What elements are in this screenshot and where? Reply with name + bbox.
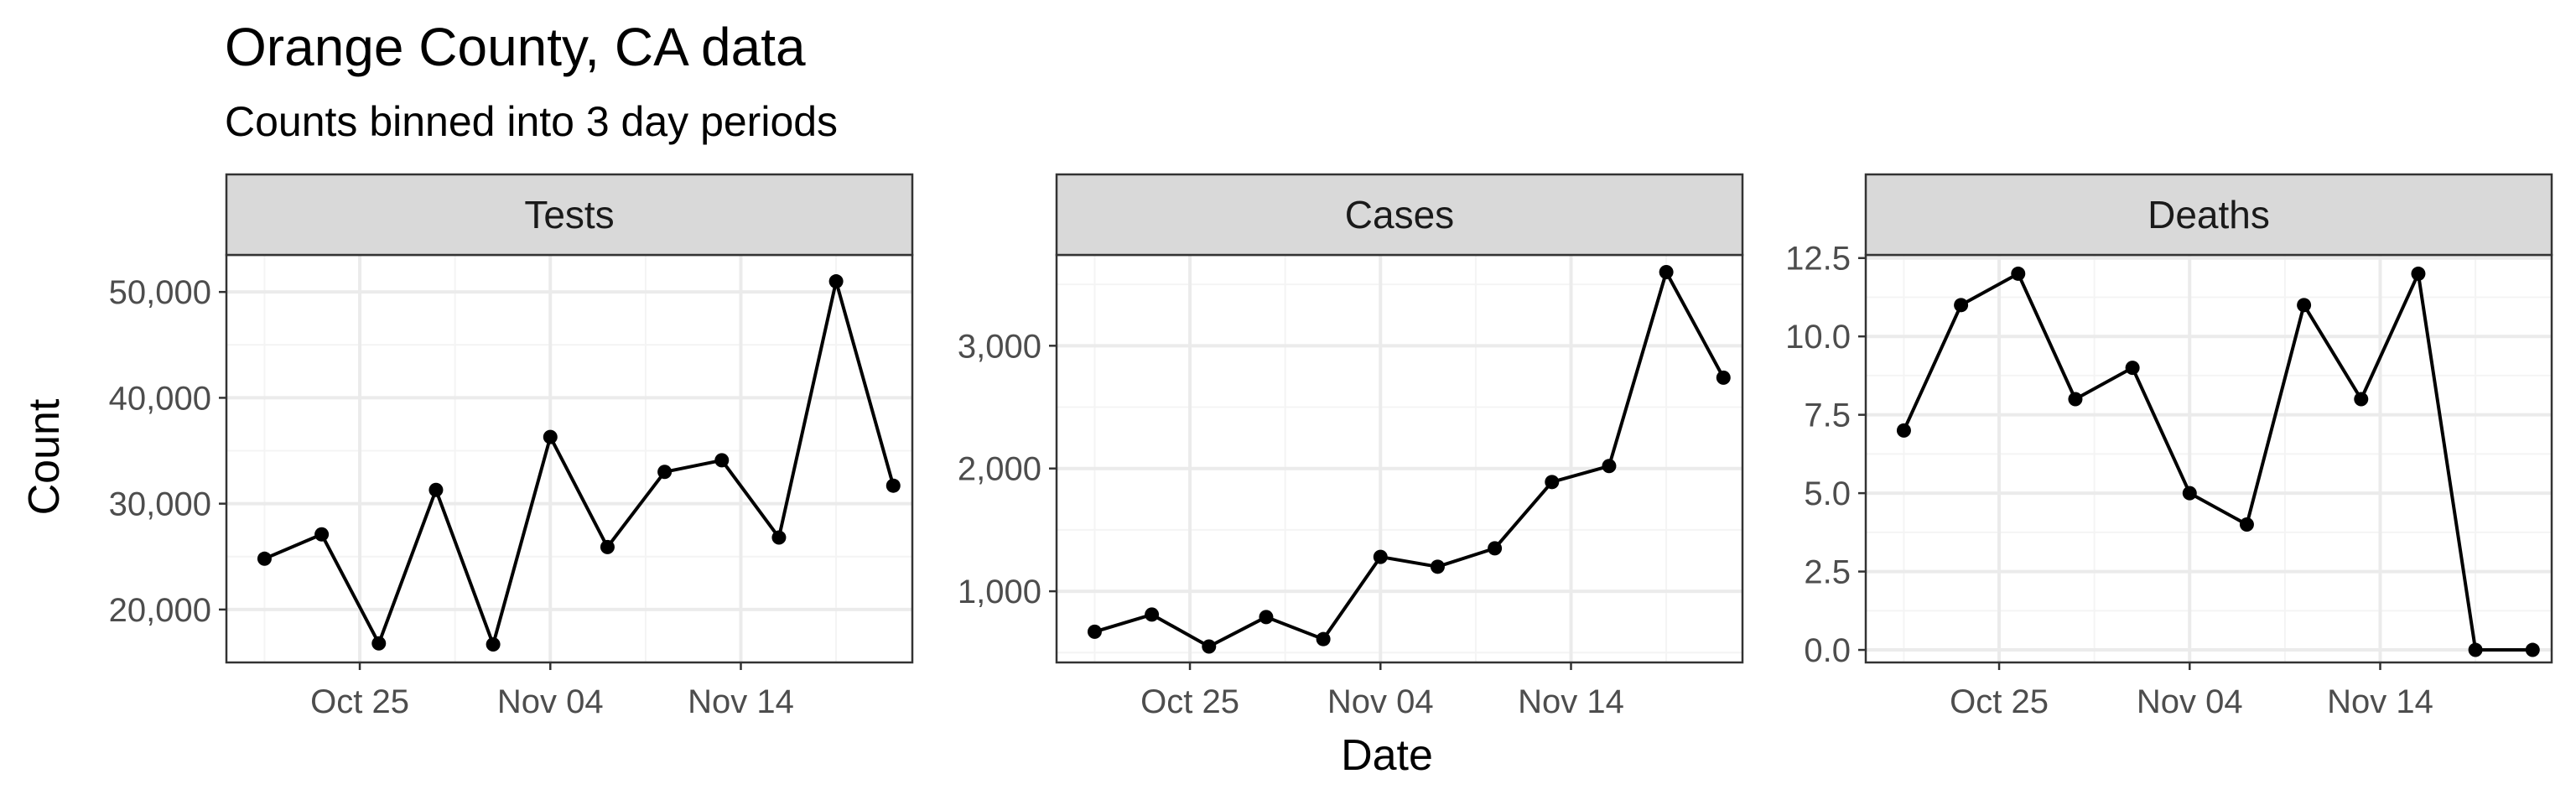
data-point [1954, 298, 1969, 313]
data-point [714, 453, 730, 468]
chart-subtitle: Counts binned into 3 day periods [225, 98, 838, 145]
facet-strip [1864, 173, 2553, 257]
panel-background [1057, 255, 1742, 662]
panel-background [1866, 255, 2552, 662]
y-tick-label: 1,000 [958, 574, 1041, 610]
y-tick-label: 40,000 [109, 380, 211, 417]
x-tick-label: Nov 04 [2137, 683, 2243, 720]
series-line-tests [263, 279, 896, 647]
facet-strip-label: Deaths [2148, 193, 2270, 236]
y-tick-label: 0.0 [1804, 632, 1851, 669]
data-point [1716, 370, 1731, 385]
data-point [543, 429, 558, 444]
y-tick-label: 5.0 [1804, 475, 1851, 512]
y-tick-label: 50,000 [109, 274, 211, 311]
data-point [2125, 361, 2140, 376]
data-point [257, 551, 272, 566]
y-tick-label: 3,000 [958, 328, 1041, 365]
data-point [1087, 624, 1102, 639]
y-axis-title: Count [20, 398, 69, 515]
data-point [1202, 639, 1217, 654]
panel-deaths: Deaths 0.0 2.5 5.0 7.5 10.0 12.5 Oct 25 Nov 04 No… [1785, 173, 2553, 720]
facet-strip-label: Cases [1345, 193, 1454, 236]
x-tick-label: Nov 04 [497, 683, 604, 720]
data-point [1373, 549, 1388, 564]
data-point [1145, 607, 1160, 622]
y-tick-label: 12.5 [1785, 241, 1851, 278]
x-tick-label: Nov 04 [1327, 683, 1434, 720]
data-point [886, 478, 901, 493]
x-axis-title: Date [1341, 731, 1433, 780]
panel-tests: Tests 20,000 30,000 40,000 50,000 Oct 25 Nov 0… [109, 173, 914, 720]
data-point [314, 527, 330, 542]
data-point [1488, 541, 1503, 556]
series-line-cases [1093, 270, 1726, 648]
facet-strip [1055, 173, 1744, 257]
data-point [657, 465, 673, 480]
data-point [828, 274, 844, 289]
y-tick-label: 7.5 [1804, 397, 1851, 434]
x-tick-label: Nov 14 [688, 683, 794, 720]
data-point [2354, 392, 2369, 407]
data-point [486, 637, 501, 652]
facet-strip [225, 173, 914, 257]
panel-cases: Cases 1,000 2,000 3,000 Oct 25 Nov 04 Nov 14 [958, 173, 1744, 720]
panel-background [226, 255, 912, 662]
x-tick-label: Oct 25 [310, 683, 409, 720]
series-line-deaths [1902, 272, 2533, 652]
data-point [2182, 486, 2197, 501]
facet-panels: Tests 20,000 30,000 40,000 50,000 Oct 25 Nov 0… [109, 173, 2553, 720]
data-point [1659, 264, 1674, 279]
data-point [1896, 423, 1911, 438]
y-tick-label: 10.0 [1785, 319, 1851, 356]
data-point [771, 530, 787, 545]
x-tick-label: Nov 14 [2327, 683, 2433, 720]
data-point [1259, 610, 1274, 625]
y-tick-label: 20,000 [109, 592, 211, 629]
data-point [1545, 475, 1560, 490]
data-point [600, 539, 615, 554]
x-tick-label: Nov 14 [1518, 683, 1624, 720]
data-point [2525, 642, 2540, 657]
x-tick-label: Oct 25 [1950, 683, 2049, 720]
data-point [2468, 642, 2483, 657]
data-point [1316, 631, 1331, 647]
data-point [1430, 559, 1445, 574]
data-point [428, 482, 444, 497]
y-tick-label: 30,000 [109, 486, 211, 523]
data-point [2411, 266, 2426, 281]
y-tick-label: 2.5 [1804, 554, 1851, 591]
facet-strip-label: Tests [524, 193, 614, 236]
data-point [2068, 392, 2083, 407]
y-tick-label: 2,000 [958, 451, 1041, 488]
x-tick-label: Oct 25 [1140, 683, 1239, 720]
data-point [2011, 266, 2026, 281]
data-point [2297, 298, 2312, 313]
data-point [2239, 517, 2254, 532]
data-point [371, 636, 387, 651]
data-point [1602, 459, 1617, 474]
chart-title: Orange County, CA data [225, 17, 806, 77]
